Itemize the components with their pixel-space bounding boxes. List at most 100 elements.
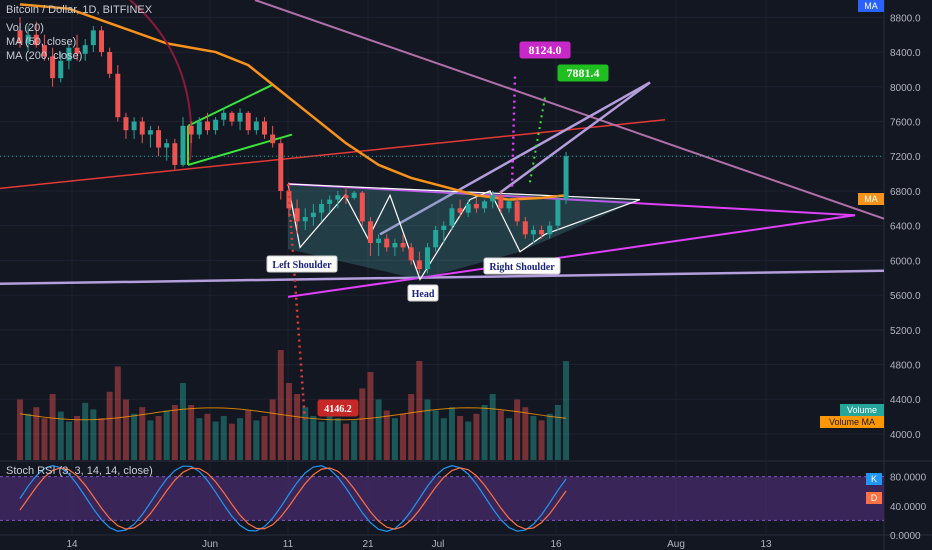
stoch-rsi-legend[interactable]: Stoch RSI (3, 3, 14, 14, close) — [6, 465, 153, 477]
time-tick-label: 21 — [362, 539, 374, 550]
volume-bar — [155, 416, 162, 460]
ma-mid-badge-bg — [858, 193, 884, 205]
volume-bar — [424, 399, 431, 460]
price-tick-label: 7600.0 — [890, 118, 921, 129]
volume-bar — [326, 413, 333, 460]
candle-body — [245, 112, 251, 131]
red-trendline — [0, 119, 666, 190]
volume-bar — [440, 418, 447, 460]
volume-bar — [302, 407, 309, 460]
volume-bar — [334, 418, 341, 460]
rsi-tick-label: 40.0000 — [890, 502, 927, 513]
volume-bar — [41, 418, 48, 460]
volume-bar — [514, 399, 521, 460]
candle-body — [563, 156, 569, 200]
candle-body — [302, 216, 308, 222]
volume-bar — [65, 421, 72, 460]
volume-bar — [465, 421, 472, 460]
rsi-k-badge: K — [871, 474, 877, 484]
price-tick-label: 8400.0 — [890, 48, 921, 59]
candle-body — [367, 221, 373, 244]
head-label: Head — [412, 289, 435, 300]
rsi-tick-label: 0.0000 — [890, 531, 921, 542]
target-high-label-box — [519, 41, 571, 59]
candle-body — [465, 203, 471, 213]
left-shoulder-label-box — [266, 255, 338, 273]
candle-body — [25, 34, 31, 44]
price-tick-label: 5200.0 — [890, 326, 921, 337]
volume-bar — [196, 418, 203, 460]
volume-bar — [506, 418, 512, 460]
price-tick-label: 4000.0 — [890, 430, 921, 441]
left-shoulder-label: Left Shoulder — [272, 260, 332, 271]
candle-body — [384, 238, 390, 248]
volume-bar — [269, 399, 276, 460]
volume-bar — [57, 411, 64, 460]
candle-body — [229, 112, 235, 122]
volume-bar — [481, 405, 488, 460]
volume-bar — [294, 394, 301, 460]
channel-line-upper — [499, 81, 651, 194]
volume-bar — [139, 407, 146, 460]
volume-bar — [147, 420, 154, 460]
time-tick-label: 14 — [66, 539, 78, 550]
projection-high — [510, 75, 517, 187]
target-mid-label: 7881.4 — [567, 66, 600, 80]
volume-bar — [408, 394, 415, 460]
candle-body — [441, 225, 447, 230]
volume-bar — [17, 399, 23, 460]
volume-bar — [122, 399, 129, 460]
volume-bar — [530, 416, 537, 460]
volume-bar — [131, 413, 138, 460]
candle-body — [506, 201, 512, 209]
candle-body — [482, 201, 488, 209]
candle-body — [522, 221, 528, 235]
candle-body — [164, 143, 170, 148]
volume-bar — [25, 413, 32, 460]
target-mid-label-box — [557, 64, 609, 82]
candle-body — [17, 30, 23, 44]
volume-bar — [448, 407, 455, 460]
candle-body — [58, 60, 64, 79]
candle-body — [433, 230, 439, 248]
volume-bar — [497, 410, 504, 460]
vol-legend[interactable]: Vol (20) — [6, 22, 44, 34]
volume-bar — [546, 413, 553, 460]
candle-body — [286, 190, 292, 209]
candle-body — [262, 121, 267, 135]
green-wedge-top — [187, 84, 273, 127]
projection-mid — [529, 96, 546, 183]
magenta-upper-trend — [287, 183, 856, 217]
volume-bar — [432, 410, 439, 460]
candle-body — [539, 230, 545, 235]
volume-bar — [90, 409, 97, 460]
volume-bar — [261, 416, 268, 460]
ma-top-badge: MA — [864, 1, 878, 11]
target-low-label-box — [317, 399, 359, 417]
volume-bar — [416, 361, 423, 460]
volume-bar — [391, 418, 398, 460]
candle-body — [376, 238, 382, 244]
ma50-legend[interactable]: MA (50, close) — [6, 36, 77, 48]
magenta-lower-trend — [287, 214, 856, 298]
target-high-label: 8124.0 — [529, 43, 562, 57]
volume-bar — [563, 361, 570, 460]
candle-body — [400, 243, 406, 248]
candle-body — [490, 195, 496, 202]
volume-bar — [400, 413, 407, 460]
volume-badge: Volume — [847, 405, 877, 415]
price-tick-label: 6800.0 — [890, 187, 921, 198]
candle-body — [107, 52, 113, 74]
time-tick-label: 16 — [550, 539, 562, 550]
candle-body — [180, 125, 186, 165]
ma200-legend[interactable]: MA (200, close) — [6, 50, 83, 62]
price-tick-label: 6400.0 — [890, 222, 921, 233]
volume-bar — [285, 383, 292, 460]
volume-bar — [310, 416, 317, 460]
volume-bar — [351, 420, 358, 460]
candle-body — [449, 208, 455, 226]
candle-body — [498, 195, 504, 209]
candle-body — [416, 260, 422, 270]
time-tick-label: Jun — [202, 539, 218, 550]
